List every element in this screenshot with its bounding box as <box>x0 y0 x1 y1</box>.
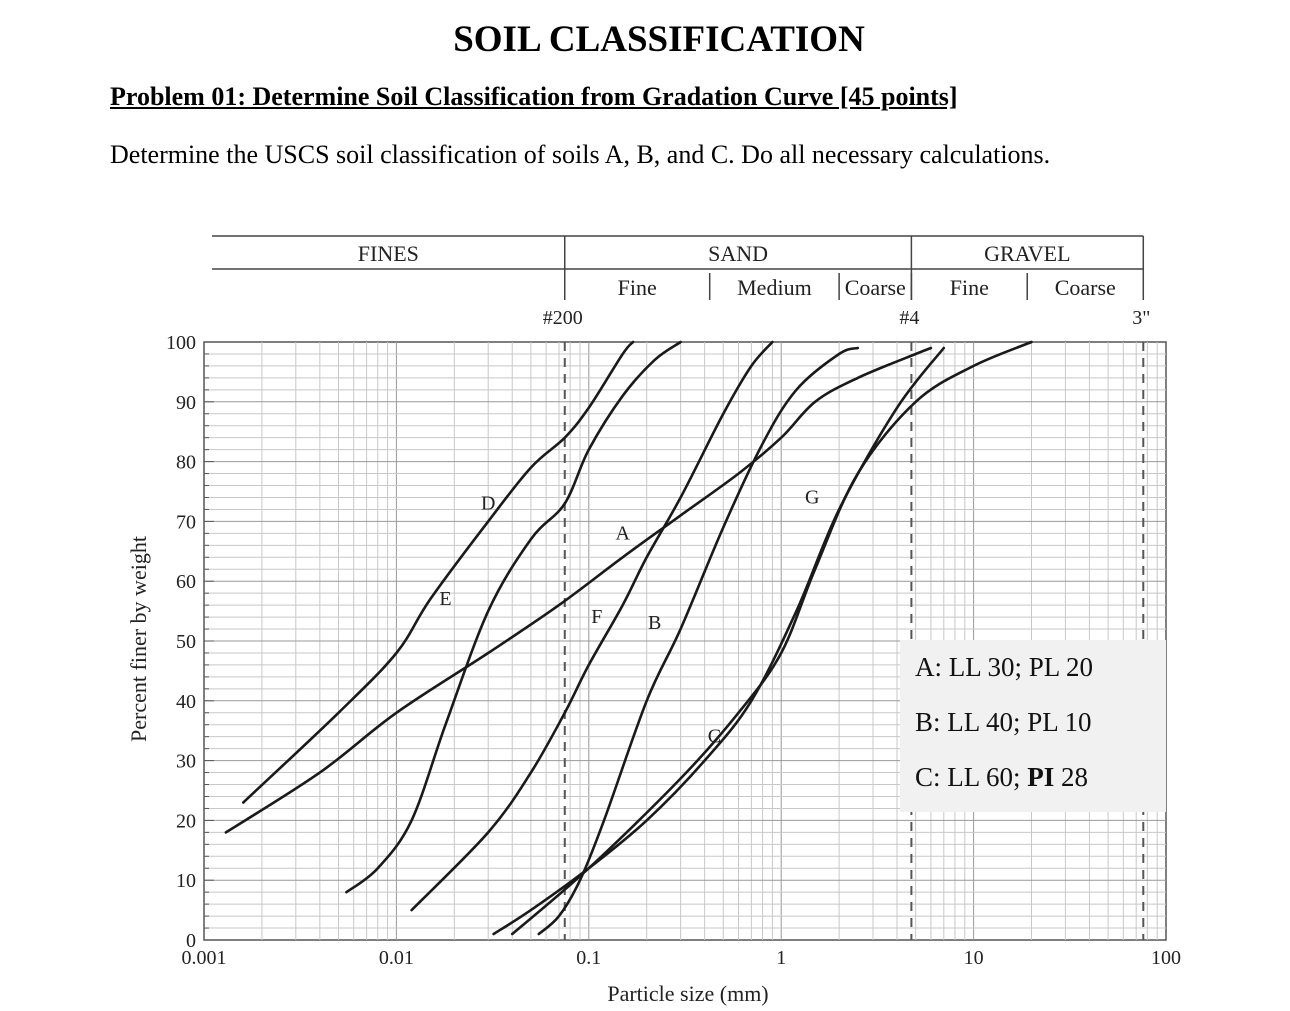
axis-ticks: 0 10 20 30 40 50 60 70 80 90 100 0.001 0.01 0.1 1 10 100 <box>166 332 1181 969</box>
y-tick-label: 10 <box>176 870 196 892</box>
curve-label-b: B <box>648 612 661 634</box>
y-tick-label: 40 <box>176 691 196 713</box>
sub-band-label: Coarse <box>845 275 906 300</box>
y-axis-label: Percent finer by weight <box>126 536 151 742</box>
y-tick-label: 20 <box>176 810 196 832</box>
problem-heading: Problem 01: Determine Soil Classificatio… <box>110 82 958 111</box>
limits-soil-c-bold: PI <box>1027 762 1055 792</box>
curve-label-e: E <box>439 588 451 610</box>
curve-label-d: D <box>481 492 495 514</box>
band-label: FINES <box>358 241 419 266</box>
sieve-markers: #200 #4 3" <box>543 307 1150 940</box>
curve-f <box>410 340 774 912</box>
y-tick-label: 30 <box>176 751 196 773</box>
curve-label-f: F <box>591 606 602 628</box>
limits-soil-b: B: LL 40; PL 10 <box>915 707 1092 737</box>
curve-g <box>510 340 1033 936</box>
sub-band-label: Coarse <box>1055 275 1116 300</box>
limits-soil-c-prefix: C: LL 60; <box>915 762 1028 792</box>
problem-instructions: Determine the USCS soil classification o… <box>110 140 1051 169</box>
y-tick-label: 50 <box>176 631 196 653</box>
limits-soil-c: C: LL 60; PI 28 <box>915 762 1088 793</box>
x-tick-label: 0.01 <box>379 947 414 969</box>
y-tick-label: 80 <box>176 452 196 474</box>
y-tick-label: 60 <box>176 571 196 593</box>
curve-label-a: A <box>615 522 630 544</box>
page-title: SOIL CLASSIFICATION <box>453 19 865 60</box>
x-tick-label: 1 <box>776 947 786 969</box>
curve-a <box>224 346 933 834</box>
limits-soil-a: A: LL 30; PL 20 <box>915 652 1093 682</box>
x-tick-label: 0.001 <box>182 947 227 969</box>
curve-e <box>345 340 682 894</box>
band-label: SAND <box>708 241 768 266</box>
x-tick-label: 0.1 <box>576 947 601 969</box>
x-axis-label: Particle size (mm) <box>607 981 768 1006</box>
curve-b <box>537 346 860 936</box>
classification-bands: FINES SAND GRAVEL Fine Medium Coarse Fine Coars… <box>211 235 1145 300</box>
limits-soil-c-suffix: 28 <box>1054 762 1088 792</box>
y-tick-label: 90 <box>176 392 196 414</box>
sub-band-label: Medium <box>737 275 812 300</box>
band-label: GRAVEL <box>984 241 1070 266</box>
curve-label-c: C <box>708 726 721 748</box>
curve-d <box>242 340 635 804</box>
atterberg-limits-box: A: LL 30; PL 20 B: LL 40; PL 10 C: LL 60… <box>900 640 1166 812</box>
sub-band-label: Fine <box>618 275 657 300</box>
sub-band-label: Fine <box>950 275 989 300</box>
sieve-label: 3" <box>1132 307 1150 329</box>
x-tick-label: 10 <box>964 947 984 969</box>
sieve-label: #200 <box>543 307 583 329</box>
curve-label-g: G <box>805 486 819 508</box>
gradation-curves: D E A F B C G <box>224 340 1033 936</box>
sieve-label: #4 <box>899 307 919 329</box>
y-tick-label: 70 <box>176 511 196 533</box>
x-tick-label: 100 <box>1151 947 1181 969</box>
y-tick-label: 0 <box>186 930 196 952</box>
y-tick-label: 100 <box>166 332 196 354</box>
